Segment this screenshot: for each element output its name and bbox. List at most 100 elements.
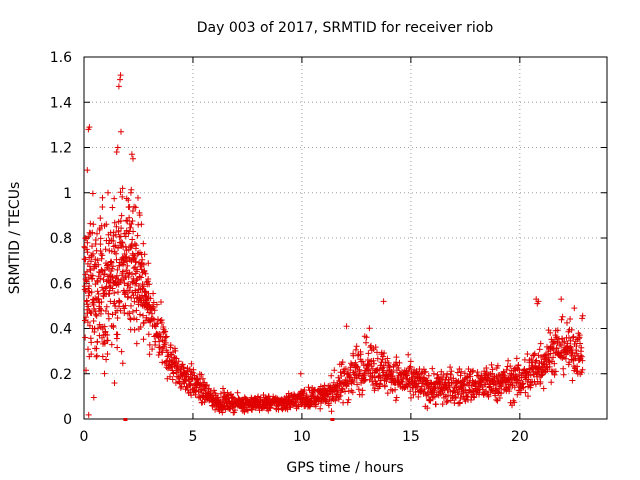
data-point [568, 326, 575, 333]
data-point [103, 283, 110, 290]
data-point [94, 288, 101, 295]
data-point [489, 366, 496, 373]
data-point [83, 367, 89, 374]
data-point [109, 273, 116, 280]
data-point [119, 240, 126, 246]
data-point [133, 258, 139, 265]
data-point [328, 408, 335, 415]
data-point [488, 361, 495, 368]
data-point [102, 328, 109, 335]
data-point [84, 268, 90, 275]
data-point [93, 312, 100, 319]
data-point [163, 333, 170, 340]
data-point [220, 385, 226, 392]
data-point [507, 363, 514, 370]
data-point [528, 356, 535, 363]
data-point [373, 380, 380, 387]
data-point [98, 307, 105, 313]
data-point [343, 323, 350, 330]
data-point [86, 124, 93, 131]
data-point [156, 344, 163, 351]
data-point [407, 363, 414, 370]
data-point [496, 395, 503, 401]
data-point [188, 360, 195, 367]
data-point [88, 310, 95, 317]
data-point [365, 350, 372, 357]
data-point [103, 221, 110, 228]
data-point [110, 263, 116, 270]
data-point [190, 366, 197, 373]
data-point [300, 390, 307, 397]
data-point [349, 389, 356, 396]
data-point [234, 389, 241, 396]
data-point [150, 290, 157, 297]
data-point [98, 255, 105, 262]
data-point [407, 388, 414, 395]
data-point [455, 391, 462, 398]
data-point [389, 373, 396, 380]
y-tick-label: 1 [63, 186, 72, 202]
x-tick-label: 15 [402, 429, 420, 445]
data-point [437, 390, 444, 397]
data-point [558, 342, 565, 349]
data-point [158, 299, 164, 305]
data-point [131, 203, 138, 210]
data-point [396, 359, 403, 366]
data-point [367, 344, 374, 351]
data-point [93, 345, 100, 352]
data-point [90, 221, 97, 228]
data-point [90, 299, 97, 306]
data-point [379, 356, 386, 363]
data-point [533, 357, 540, 364]
data-point [126, 214, 133, 221]
data-point [82, 256, 89, 263]
data-point [214, 394, 221, 401]
data-point [199, 375, 206, 382]
data-point [89, 275, 96, 282]
data-point [447, 388, 454, 395]
data-point [130, 265, 137, 272]
data-point [82, 334, 89, 341]
data-point [167, 373, 173, 380]
data-point [576, 332, 583, 339]
data-point [425, 372, 432, 379]
data-point [443, 399, 450, 406]
data-point [117, 307, 124, 314]
data-point [127, 224, 134, 231]
data-point [118, 128, 124, 135]
data-point [109, 265, 116, 272]
data-point [145, 331, 152, 338]
data-point [99, 204, 106, 210]
data-point [139, 256, 146, 263]
data-point [344, 377, 351, 384]
data-point [444, 398, 451, 404]
data-point [469, 368, 476, 375]
data-point [130, 228, 137, 235]
data-point [558, 296, 565, 303]
data-point [498, 382, 505, 389]
data-point [434, 371, 441, 378]
y-tick-label: 0.2 [50, 367, 72, 383]
data-point [129, 236, 136, 243]
data-point [126, 310, 133, 317]
data-point [439, 376, 446, 383]
data-point [94, 352, 100, 359]
data-point [88, 339, 95, 346]
data-point [493, 396, 500, 403]
data-point [353, 343, 360, 350]
data-point [551, 371, 558, 378]
data-point [102, 246, 109, 253]
data-point [109, 311, 116, 318]
grid-layer [84, 57, 607, 419]
data-point [384, 355, 391, 362]
data-point [481, 368, 488, 375]
data-point [86, 283, 93, 289]
data-point [212, 406, 219, 413]
data-point [150, 299, 157, 306]
data-point [121, 280, 128, 287]
data-point [105, 315, 112, 322]
data-point [85, 233, 92, 240]
data-point [146, 341, 153, 348]
data-point [123, 217, 130, 224]
